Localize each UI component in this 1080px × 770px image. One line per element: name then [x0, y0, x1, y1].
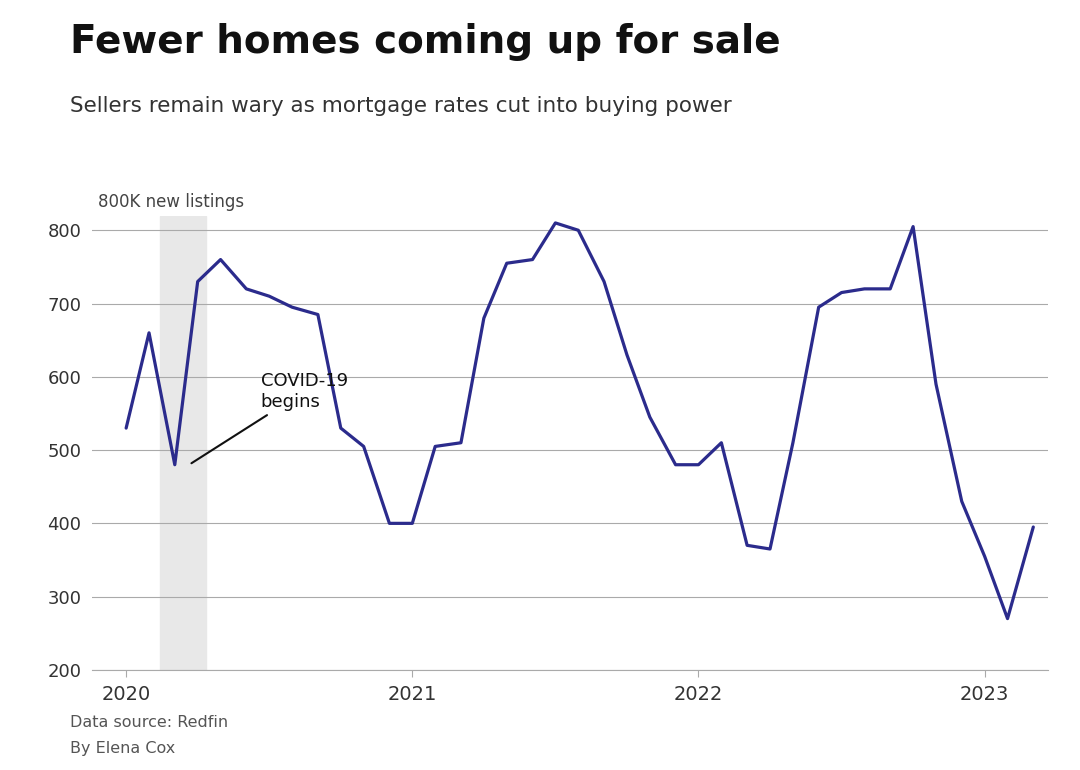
Text: Fewer homes coming up for sale: Fewer homes coming up for sale — [70, 23, 781, 61]
Text: Sellers remain wary as mortgage rates cut into buying power: Sellers remain wary as mortgage rates cu… — [70, 96, 732, 116]
Text: 800K new listings: 800K new listings — [97, 193, 244, 211]
Bar — [161, 216, 206, 670]
Text: COVID-19
begins: COVID-19 begins — [191, 372, 348, 464]
Text: By Elena Cox: By Elena Cox — [70, 741, 175, 755]
Text: Data source: Redfin: Data source: Redfin — [70, 715, 228, 729]
